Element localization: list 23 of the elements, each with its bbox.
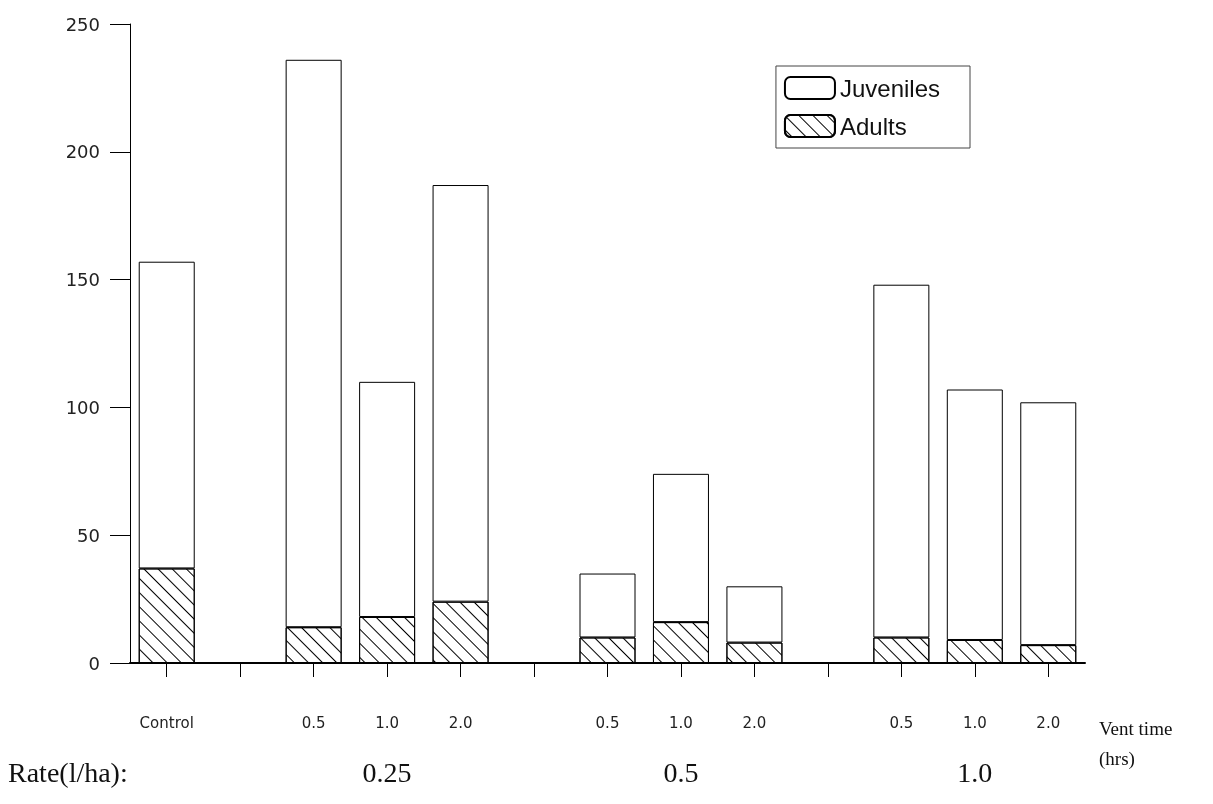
- text: 0.5: [663, 756, 699, 788]
- y-tick-label: 50: [77, 524, 100, 546]
- y-tick-label: 200: [65, 141, 100, 163]
- text: 1.0: [957, 756, 993, 788]
- text: 0.25: [362, 756, 412, 788]
- x-tick-label: 0.5: [595, 713, 620, 732]
- x-tick-label: 0.5: [889, 713, 914, 732]
- legend-label: Adults: [839, 112, 907, 140]
- x-tick-label: 0.5: [301, 713, 326, 732]
- x-tick-label: 2.0: [448, 713, 473, 732]
- y-tick-label: 0: [88, 652, 100, 674]
- x-tick-label: 1.0: [375, 713, 400, 732]
- y-tick-label: 100: [65, 396, 100, 418]
- y-tick-label: 250: [65, 13, 100, 35]
- x-tick-label: 1.0: [962, 713, 987, 732]
- text: Rate(l/ha):: [8, 756, 128, 788]
- x-tick-label: 1.0: [669, 713, 693, 732]
- x-tick-label: 2.0: [1036, 713, 1061, 732]
- x-tick-label: 2.0: [742, 713, 767, 732]
- legend-label: Juveniles: [839, 74, 941, 102]
- x-tick-label: Control: [139, 713, 194, 732]
- x-axis-title: Vent time (hrs): [1099, 717, 1173, 770]
- y-tick-label: 150: [65, 269, 100, 291]
